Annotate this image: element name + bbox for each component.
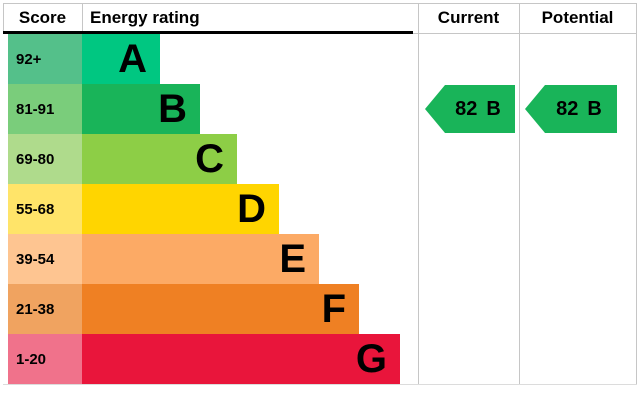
- band-row-a: 92+ A: [8, 34, 400, 84]
- band-row-f: 21-38 F: [8, 284, 400, 334]
- band-bar: D: [82, 184, 279, 234]
- header-underline-right: [413, 33, 637, 34]
- current-band-letter: B: [486, 97, 501, 120]
- score-column-header: Score: [18, 8, 67, 27]
- band-row-g: 1-20 G: [8, 334, 400, 384]
- band-bar: G: [82, 334, 400, 384]
- band-bar: B: [82, 84, 200, 134]
- score-cell: 55-68: [8, 184, 82, 234]
- score-cell: 21-38: [8, 284, 82, 334]
- current-column-header: Current: [437, 8, 500, 27]
- score-range-label: 69-80: [16, 150, 55, 168]
- header-underline: [3, 31, 413, 34]
- current-column-left-line: [418, 3, 419, 385]
- band-bar: A: [82, 34, 160, 84]
- band-rows: 92+ A 81-91 B 69-80 C 55-68 D 39-54 E 21…: [8, 34, 400, 384]
- score-cell: 1-20: [8, 334, 82, 384]
- score-range-label: 81-91: [16, 100, 55, 118]
- band-bar: F: [82, 284, 359, 334]
- band-letter: D: [237, 186, 266, 231]
- current-score-value: 82: [455, 97, 478, 120]
- potential-score-value: 82: [556, 97, 579, 120]
- score-cell: 92+: [8, 34, 82, 84]
- potential-rating-arrow: 82 B: [525, 85, 617, 133]
- bottom-border-line: [3, 384, 637, 385]
- score-range-label: 39-54: [16, 250, 55, 268]
- potential-column-header: Potential: [541, 8, 614, 27]
- band-letter: A: [118, 36, 147, 81]
- band-letter: E: [279, 236, 306, 281]
- band-bar: E: [82, 234, 319, 284]
- band-letter: G: [355, 336, 387, 381]
- score-cell: 69-80: [8, 134, 82, 184]
- score-range-label: 21-38: [16, 300, 55, 318]
- score-column-divider-line: [82, 3, 83, 34]
- header-left-border-line: [3, 3, 4, 34]
- top-border-line: [3, 3, 637, 4]
- score-range-label: 1-20: [16, 350, 47, 368]
- score-cell: 81-91: [8, 84, 82, 134]
- potential-column-right-line: [636, 3, 637, 385]
- potential-band-letter: B: [587, 97, 602, 120]
- current-rating-arrow: 82 B: [425, 85, 515, 133]
- band-bar: C: [82, 134, 237, 184]
- band-letter: C: [195, 136, 224, 181]
- band-letter: B: [158, 86, 187, 131]
- band-row-e: 39-54 E: [8, 234, 400, 284]
- band-row-b: 81-91 B: [8, 84, 400, 134]
- score-range-label: 92+: [16, 50, 42, 68]
- current-potential-divider-line: [519, 3, 520, 385]
- band-row-c: 69-80 C: [8, 134, 400, 184]
- band-letter: F: [321, 286, 346, 331]
- score-range-label: 55-68: [16, 200, 55, 218]
- band-row-d: 55-68 D: [8, 184, 400, 234]
- energy-rating-column-header: Energy rating: [90, 8, 200, 27]
- score-cell: 39-54: [8, 234, 82, 284]
